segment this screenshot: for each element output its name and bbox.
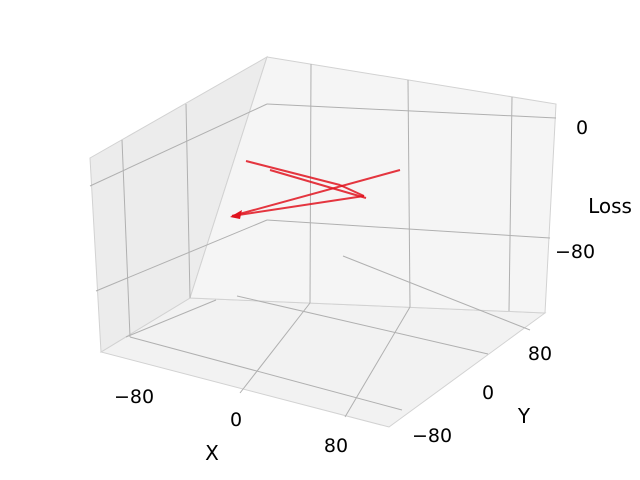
- x-tick-label-2: 80: [324, 435, 348, 457]
- floor-pane: [99, 297, 547, 428]
- path-segment: [269, 169, 367, 199]
- path-arrowhead: [230, 210, 242, 219]
- gridlines: [89, 63, 557, 418]
- z-tick-label-1: −80: [555, 241, 595, 263]
- x-axis-label: X: [205, 441, 219, 465]
- path-segment: [245, 160, 341, 186]
- optimizer-path: [230, 160, 401, 219]
- path-segment: [231, 195, 365, 217]
- x-tick-label-1: 0: [230, 409, 242, 431]
- y-axis-label: Y: [517, 404, 531, 428]
- x-tick-label-0: −80: [114, 386, 154, 408]
- back-pane: [189, 56, 557, 314]
- y-tick-label-0: −80: [412, 425, 452, 447]
- path-segment: [339, 184, 365, 197]
- z-axis-label: Loss: [588, 194, 632, 218]
- y-tick-label-1: 0: [482, 382, 494, 404]
- path-segment: [231, 169, 401, 217]
- z-tick-label-0: 0: [576, 117, 588, 139]
- y-tick-label-2: 80: [528, 343, 552, 365]
